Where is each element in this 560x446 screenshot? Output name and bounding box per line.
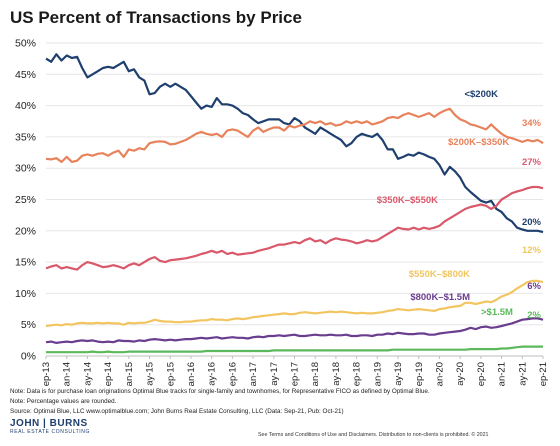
series-label: $200K–$350K: [448, 137, 509, 148]
y-tick-label: 5%: [21, 319, 36, 331]
x-tick-label: Jan-19: [372, 362, 383, 386]
series-label: $550K–$800K: [409, 269, 470, 280]
note-rounding: Note: Percentage values are rounded.: [10, 398, 117, 405]
x-tick-label: May-21: [517, 362, 528, 386]
y-tick-label: 20%: [15, 225, 36, 237]
series-end-value: 12%: [522, 245, 542, 256]
x-tick-label: Sep-14: [103, 362, 114, 386]
x-tick-label: May-15: [145, 362, 156, 386]
y-tick-label: 45%: [15, 69, 36, 81]
x-tick-label: Sep-13: [41, 362, 52, 386]
y-tick-label: 50%: [15, 38, 36, 50]
note-methodology: Note: Data is for purchase loan originat…: [10, 388, 430, 395]
x-tick-label: Jan-18: [310, 362, 321, 386]
x-tick-label: Sep-18: [352, 362, 363, 386]
x-tick-label: Sep-16: [227, 362, 238, 386]
y-tick-label: 40%: [15, 100, 36, 112]
y-tick-label: 25%: [15, 194, 36, 206]
x-tick-label: Sep-21: [538, 362, 549, 386]
logo-tagline: REAL ESTATE CONSULTING: [10, 429, 90, 435]
series-line: [45, 107, 544, 163]
y-tick-label: 35%: [15, 131, 36, 143]
series-line: [45, 279, 544, 328]
x-tick-label: Jan-15: [124, 362, 135, 386]
series-line: [45, 185, 544, 271]
x-tick-label: Jan-17: [248, 362, 259, 386]
x-tick-label: Sep-15: [165, 362, 176, 386]
x-tick-label: Sep-20: [476, 362, 487, 386]
x-tick-label: May-19: [393, 362, 404, 386]
series-label: $350K–$550K: [377, 195, 438, 206]
series-end-value: 27%: [522, 157, 542, 168]
series-label: $800K–$1.5M: [410, 292, 470, 303]
x-tick-label: Sep-17: [290, 362, 301, 386]
x-tick-label: Jan-21: [497, 362, 508, 386]
x-tick-label: Jan-16: [186, 362, 197, 386]
footer-disclaimer: See Terms and Conditions of Use and Disc…: [258, 432, 489, 438]
x-tick-label: May-18: [331, 362, 342, 386]
note-source: Source: Optimal Blue, LLC www.optimalblu…: [10, 408, 344, 415]
logo-wordmark: JOHN | BURNS: [10, 418, 88, 429]
series-line: [45, 317, 544, 344]
x-tick-label: Jan-14: [62, 362, 73, 386]
series-label: <$200K: [464, 89, 498, 100]
series-end-value: 20%: [522, 217, 542, 228]
x-tick-label: Jan-20: [434, 362, 445, 386]
company-logo: JOHN | BURNS REAL ESTATE CONSULTING: [10, 418, 90, 435]
chart-notes: Note: Data is for purchase loan originat…: [10, 387, 430, 417]
x-tick-label: May-17: [269, 362, 280, 386]
x-tick-label: May-14: [82, 362, 93, 386]
series-end-value: 34%: [522, 118, 542, 129]
chart-title: US Percent of Transactions by Price: [10, 8, 302, 27]
y-tick-label: 15%: [15, 257, 36, 269]
x-tick-label: Sep-19: [414, 362, 425, 386]
series-line: [45, 53, 544, 234]
series-label: >$1.5M: [481, 307, 513, 318]
y-tick-label: 10%: [15, 288, 36, 300]
y-tick-label: 30%: [15, 163, 36, 175]
series-end-value: 2%: [527, 310, 541, 321]
series-end-value: 6%: [527, 281, 541, 292]
y-tick-label: 0%: [21, 351, 36, 363]
line-chart: 0% 5% 10% 15% 20% 25% 30% 35% 40% 45% 50% Sep-13 Ja…: [15, 38, 549, 387]
x-tick-label: May-16: [207, 362, 218, 386]
x-tick-label: May-20: [455, 362, 466, 386]
series-line: [46, 345, 543, 354]
